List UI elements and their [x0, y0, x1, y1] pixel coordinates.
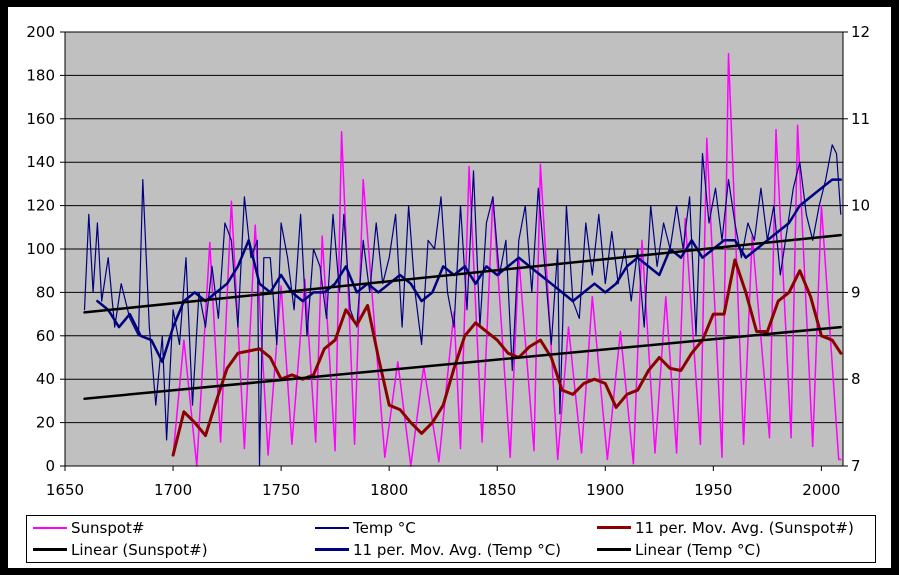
- series-line-4: [96, 178, 843, 364]
- y2-tick-label: 12: [851, 23, 870, 41]
- legend-label: Temp °C: [353, 519, 416, 537]
- legend-label: Linear (Temp °C): [635, 541, 761, 559]
- x-tick-label: 1950: [694, 481, 732, 499]
- legend-item: 11 per. Mov. Avg. (Sunspot#): [597, 517, 854, 539]
- legend-swatch: [597, 548, 631, 551]
- y-tick-label: 120: [26, 197, 55, 215]
- y-tick-label: 100: [26, 240, 55, 258]
- y-tick-label: 0: [45, 457, 55, 475]
- y-tick-label: 60: [36, 327, 55, 345]
- legend-item: 11 per. Mov. Avg. (Temp °C): [315, 539, 561, 561]
- legend-item: Linear (Sunspot#): [33, 539, 208, 561]
- series-line-2: [171, 258, 843, 457]
- legend-swatch: [315, 548, 349, 551]
- x-tick-label: 1750: [262, 481, 300, 499]
- y-tick-label: 80: [36, 283, 55, 301]
- x-tick-label: 1700: [154, 481, 192, 499]
- legend-label: 11 per. Mov. Avg. (Temp °C): [353, 541, 562, 559]
- legend: Sunspot# Temp °C 11 per. Mov. Avg. (Suns…: [26, 515, 876, 563]
- axes: 0 20 40 60 80 100 120 140 160 180 200 7 8 9 10 11 12 1650…: [26, 23, 870, 499]
- y2-tick-label: 11: [851, 110, 870, 128]
- legend-item: Linear (Temp °C): [597, 539, 761, 561]
- series-line-5: [83, 233, 843, 314]
- y2-tick-label: 9: [851, 283, 861, 301]
- y-tick-label: 40: [36, 370, 55, 388]
- legend-swatch: [33, 526, 67, 529]
- y2-tick-label: 8: [851, 370, 861, 388]
- chart-svg: 0 20 40 60 80 100 120 140 160 180 200 7 8 9 10 11 12 1650…: [26, 23, 870, 499]
- x-tick-label: 1800: [370, 481, 408, 499]
- series-line-1: [83, 144, 842, 467]
- x-tick-label: 2000: [802, 481, 840, 499]
- legend-item: Sunspot#: [33, 517, 145, 539]
- y2-tick-label: 10: [851, 197, 870, 215]
- series-line-3: [83, 325, 843, 400]
- x-tick-label: 1650: [46, 481, 84, 499]
- y-tick-label: 20: [36, 414, 55, 432]
- legend-swatch: [597, 526, 631, 529]
- y-tick-label: 200: [26, 23, 55, 41]
- legend-item: Temp °C: [315, 517, 416, 539]
- legend-label: Linear (Sunspot#): [71, 541, 208, 559]
- legend-label: Sunspot#: [71, 519, 145, 537]
- legend-swatch: [33, 548, 67, 551]
- series-layer: [83, 52, 843, 467]
- x-tick-label: 1850: [478, 481, 516, 499]
- legend-label: 11 per. Mov. Avg. (Sunspot#): [635, 519, 854, 537]
- y2-tick-label: 7: [851, 457, 861, 475]
- chart-frame: 0 20 40 60 80 100 120 140 160 180 200 7 8 9 10 11 12 1650…: [8, 7, 891, 568]
- x-tick-label: 1900: [586, 481, 624, 499]
- y-tick-label: 180: [26, 66, 55, 84]
- y-tick-label: 160: [26, 110, 55, 128]
- y-tick-label: 140: [26, 153, 55, 171]
- legend-swatch: [315, 526, 349, 529]
